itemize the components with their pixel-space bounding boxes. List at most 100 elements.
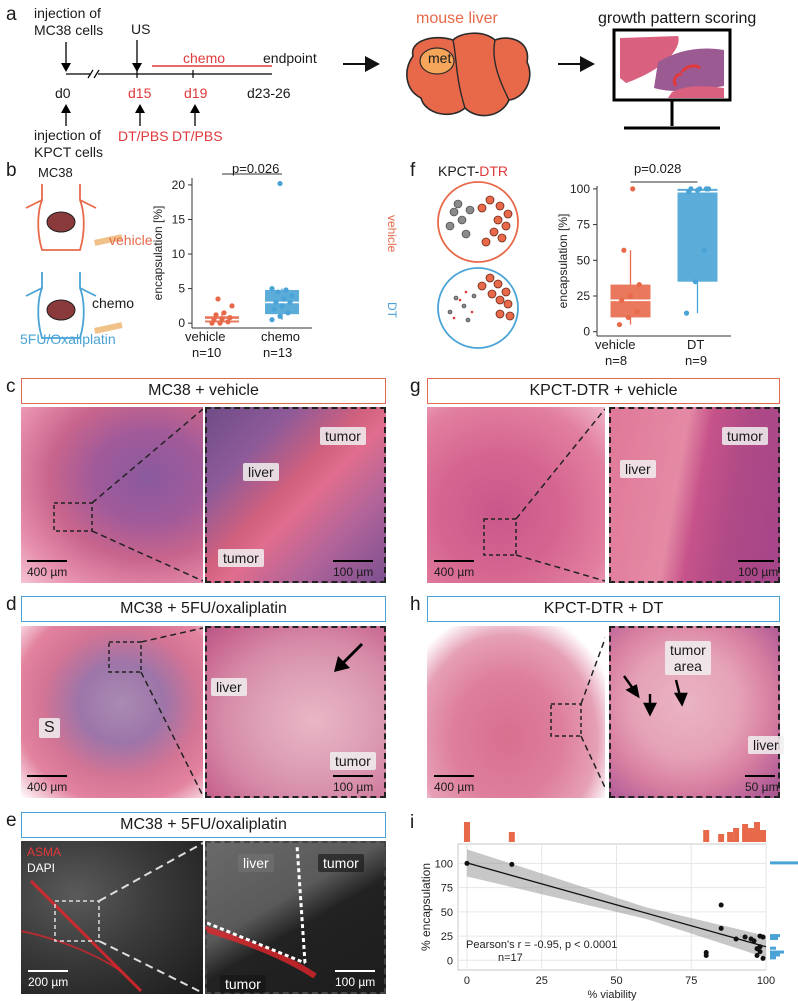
drug-label: 5FU/Oxaliplatin bbox=[20, 331, 116, 347]
data-point bbox=[283, 287, 289, 293]
data-point bbox=[625, 314, 631, 321]
confidence-band bbox=[466, 849, 766, 958]
data-point bbox=[213, 312, 219, 318]
scalebar-h-2 bbox=[745, 775, 775, 777]
zoom-frame-c bbox=[205, 407, 386, 583]
marginal-bar-top bbox=[748, 828, 755, 842]
data-point bbox=[271, 306, 277, 312]
vehicle-side-label: vehicle bbox=[385, 215, 399, 253]
box bbox=[677, 188, 718, 282]
histology-c-overview bbox=[21, 407, 203, 583]
d15-label: d15 bbox=[128, 85, 152, 101]
tag-h-tumor-area: tumor area bbox=[665, 641, 711, 676]
injection-kpct-line2: KPCT cells bbox=[34, 144, 103, 160]
endpoint-label: endpoint bbox=[263, 50, 317, 66]
pvalue-f: p=0.028 bbox=[634, 161, 682, 176]
scalebar-g-1 bbox=[434, 560, 474, 562]
chemo-label: chemo bbox=[183, 50, 226, 66]
data-point bbox=[757, 949, 763, 955]
data-point bbox=[227, 315, 233, 321]
scale-c-2: 100 µm bbox=[333, 565, 374, 579]
tag-c-tumor2: tumor bbox=[218, 549, 264, 567]
zoom-overlay-e bbox=[205, 844, 317, 979]
data-point bbox=[277, 180, 283, 187]
scale-h-2: 50 µm bbox=[745, 780, 779, 794]
d19-label: d19 bbox=[184, 85, 208, 101]
panel-label-c: c bbox=[6, 376, 16, 397]
y-tick-label: 25 bbox=[577, 289, 591, 303]
data-point bbox=[616, 321, 623, 328]
zoom-lines-c bbox=[53, 408, 203, 582]
scalebar-c-1 bbox=[27, 560, 67, 562]
data-point bbox=[275, 289, 281, 295]
data-point bbox=[733, 936, 739, 942]
mouse-illustrations bbox=[25, 184, 123, 339]
marginal-bar-top bbox=[733, 828, 740, 842]
asma-label: ASMA bbox=[27, 845, 62, 859]
data-point bbox=[634, 309, 640, 315]
x-tick-label: 0 bbox=[464, 975, 470, 987]
scalebar-h-1 bbox=[434, 775, 474, 777]
header-g: KPCT-DTR + vehicle bbox=[427, 378, 780, 404]
injection-mc38-line2: MC38 cells bbox=[34, 22, 104, 38]
scale-d-2: 100 µm bbox=[333, 780, 374, 794]
data-point bbox=[718, 902, 724, 908]
zoom-lines-g bbox=[483, 408, 605, 582]
data-point bbox=[751, 938, 757, 944]
data-point bbox=[619, 297, 625, 303]
panel-label-f: f bbox=[410, 160, 416, 181]
y-axis-label: encapsulation [%] bbox=[556, 214, 570, 309]
scalebar-d-2 bbox=[333, 775, 373, 777]
data-point bbox=[742, 934, 748, 940]
x-axis-label: % viability bbox=[588, 989, 637, 1001]
marginal-bar-top bbox=[727, 832, 734, 842]
y-tick-label: 100 bbox=[570, 182, 590, 196]
data-point bbox=[757, 944, 763, 950]
y-tick-label: 0 bbox=[583, 325, 590, 339]
zoom-frame-e bbox=[205, 841, 386, 994]
scale-g-1: 400 µm bbox=[434, 565, 475, 579]
x-tick-label: 75 bbox=[685, 975, 697, 987]
histology-h-overview bbox=[427, 626, 605, 798]
panel-label-e: e bbox=[6, 810, 17, 831]
marginal-bar-right bbox=[770, 936, 778, 940]
histology-d-overview bbox=[21, 626, 203, 798]
header-e: MC38 + 5FU/oxaliplatin bbox=[21, 812, 386, 838]
xlabel-f-1: vehicle bbox=[595, 337, 636, 352]
data-point bbox=[760, 955, 766, 961]
tag-d-tumor: tumor bbox=[330, 752, 376, 770]
data-point bbox=[754, 952, 760, 958]
data-point bbox=[683, 310, 690, 316]
chart-b: 0 5 10 15 20 encapsulation [%] bbox=[151, 173, 312, 330]
zoom-frame-d bbox=[205, 626, 386, 798]
y-axis-label: % encapsulation bbox=[419, 863, 433, 951]
data-point bbox=[219, 316, 225, 322]
stat-annotation: Pearson's r = -0.95, p < 0.0001 bbox=[466, 939, 617, 951]
data-point bbox=[464, 860, 470, 866]
vehicle-injection-label: vehicle bbox=[109, 232, 153, 248]
y-tick-label: 25 bbox=[441, 931, 453, 943]
xlabel-f-2: DT bbox=[687, 337, 705, 352]
header-d: MC38 + 5FU/oxaliplatin bbox=[21, 596, 386, 622]
data-point bbox=[630, 186, 636, 192]
d23-label: d23-26 bbox=[247, 85, 291, 101]
tag-h-liver: liver bbox=[748, 736, 784, 754]
y-tick-label: 50 bbox=[441, 907, 453, 919]
data-point bbox=[269, 317, 275, 323]
scalebar-g-2 bbox=[738, 560, 774, 562]
data-point bbox=[285, 310, 291, 316]
header-h: KPCT-DTR + DT bbox=[427, 596, 780, 622]
us-label: US bbox=[131, 21, 151, 37]
marginal-bar-top bbox=[463, 822, 470, 842]
y-tick-label: 0 bbox=[447, 955, 453, 967]
regression-line bbox=[466, 862, 767, 948]
data-point bbox=[627, 293, 634, 299]
monitor-illustration bbox=[612, 28, 732, 130]
n-f-2: n=9 bbox=[685, 353, 708, 368]
liver-illustration bbox=[406, 32, 531, 117]
dtpbs2-label: DT/PBS bbox=[172, 128, 223, 144]
timeline-diagram bbox=[61, 40, 595, 126]
panel-label-g: g bbox=[410, 376, 421, 397]
data-point bbox=[703, 950, 709, 956]
x-tick-label: 100 bbox=[757, 975, 775, 987]
